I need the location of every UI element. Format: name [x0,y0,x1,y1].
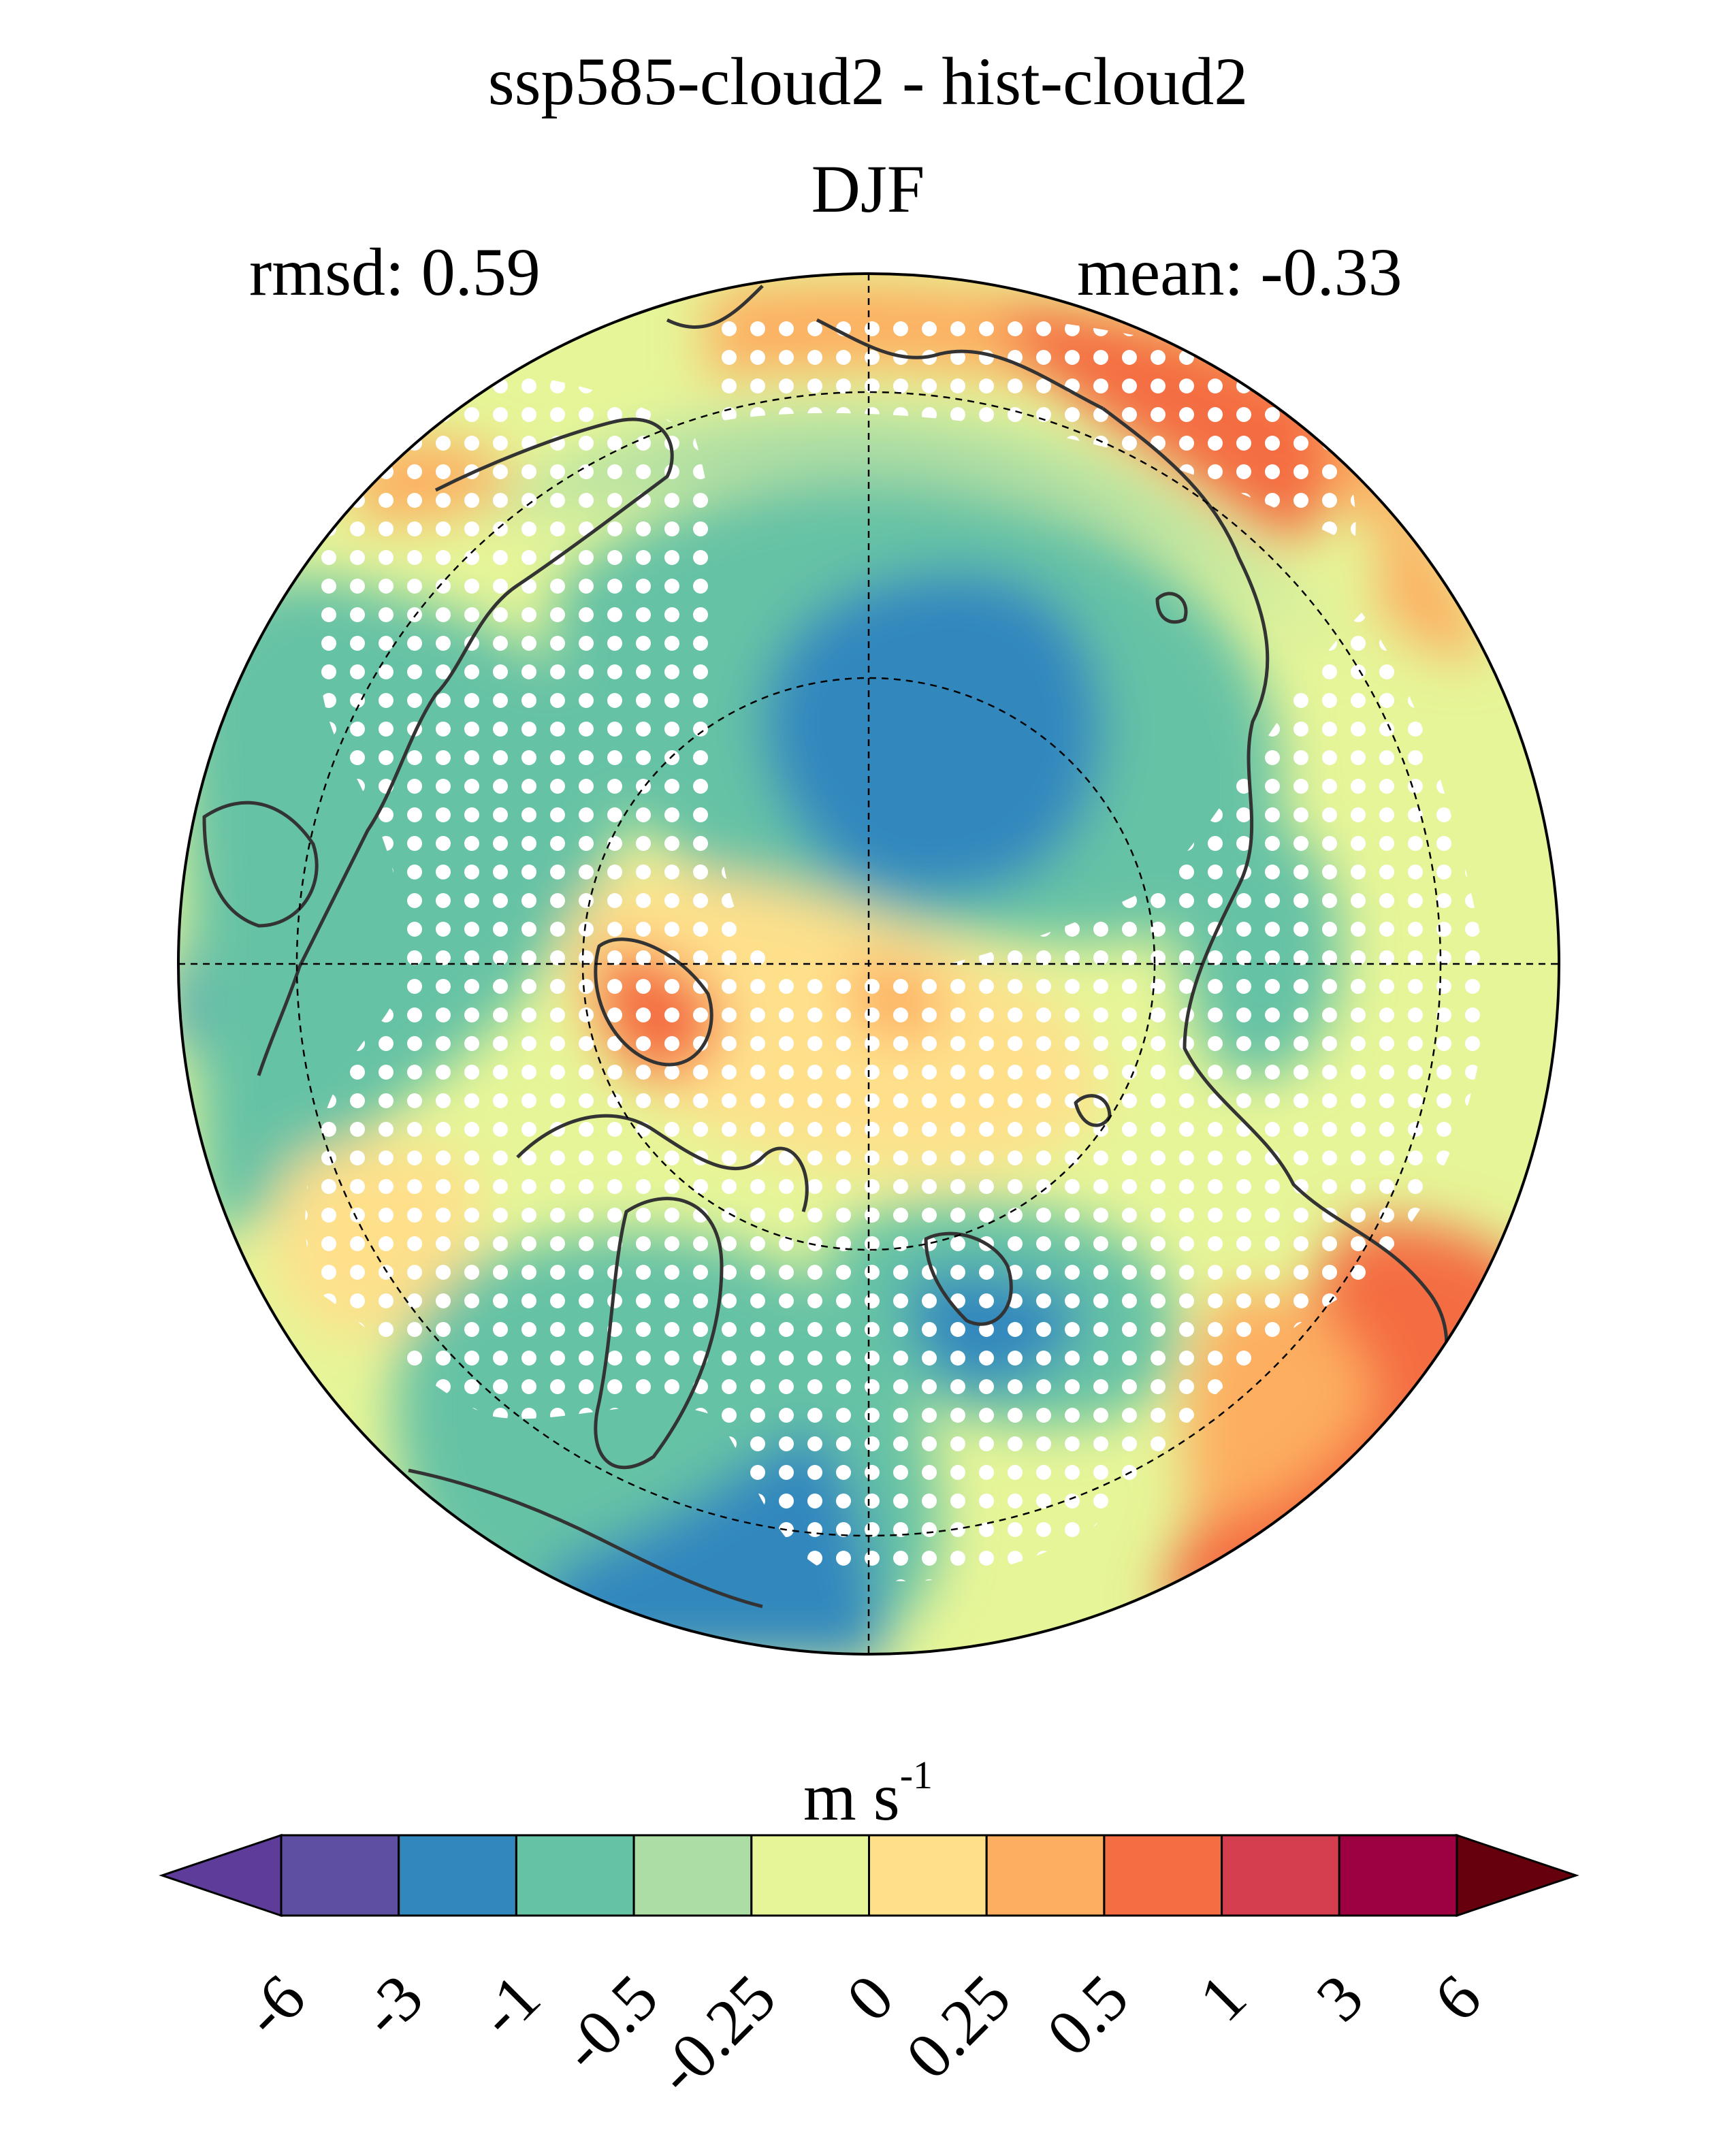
colorbar-box-1 [398,1834,517,1917]
colorbar-box-0 [280,1834,400,1917]
region-northeast-warm [1375,531,1484,658]
mean-label: mean: -0.33 [1077,234,1402,310]
colorbar-boxes [280,1834,1458,1917]
colorbar-tick-4: -0.25 [641,1960,790,2108]
map-border [177,272,1560,1656]
coast-alaska [666,285,1104,410]
coast-hudson [202,801,319,928]
colorbar-box-7 [1103,1834,1223,1917]
coast-south [408,1468,763,1609]
colorbar-box-5 [868,1834,988,1917]
coast-greenland [594,937,713,1067]
graticule [178,274,1559,1654]
colorbar-tick-2: -1 [464,1960,554,2051]
coast-europe [516,1114,809,1470]
colorbar-box-3 [632,1834,753,1917]
colorbar-tick-8: 1 [1185,1960,1260,2035]
colorbar-box-6 [985,1834,1106,1917]
region-arctic-core-blue [762,571,1104,899]
map-disk [178,274,1559,1654]
colorbar-unit-label: m s-1 [0,1755,1736,1831]
unit-exponent: -1 [899,1752,933,1797]
colorbar-box-8 [1221,1834,1340,1917]
significance-stipple-north [715,308,1356,545]
plot-title: ssp585-cloud2 - hist-cloud2 [487,44,1249,119]
colorbar-box-4 [750,1834,871,1917]
colorbar-tick-10: 6 [1419,1960,1495,2035]
region-west-edge-blue [178,939,193,1048]
colorbar [159,1833,1579,1918]
rmsd-label: rmsd: 0.59 [249,234,541,310]
coast-canada [257,417,674,1076]
significance-stipple [305,370,1486,1581]
colorbar-box-2 [515,1834,635,1917]
colorbar-tick-5: 0 [832,1960,907,2035]
colorbar-under-triangle [159,1833,283,1918]
unit-base: m s [803,1759,900,1835]
plot-subtitle: DJF [811,151,925,227]
colorbar-tick-6: 0.25 [892,1960,1025,2093]
colorbar-over-triangle [1456,1833,1579,1918]
colorbar-tick-1: -3 [346,1960,437,2051]
coast-scandinavia [924,1231,1013,1326]
colorbar-tick-0: -6 [229,1960,319,2051]
colorbar-tick-7: 0.5 [1032,1960,1142,2070]
colorbar-tick-9: 3 [1302,1960,1377,2035]
colorbar-box-9 [1338,1834,1458,1917]
polar-map [177,272,1560,1656]
